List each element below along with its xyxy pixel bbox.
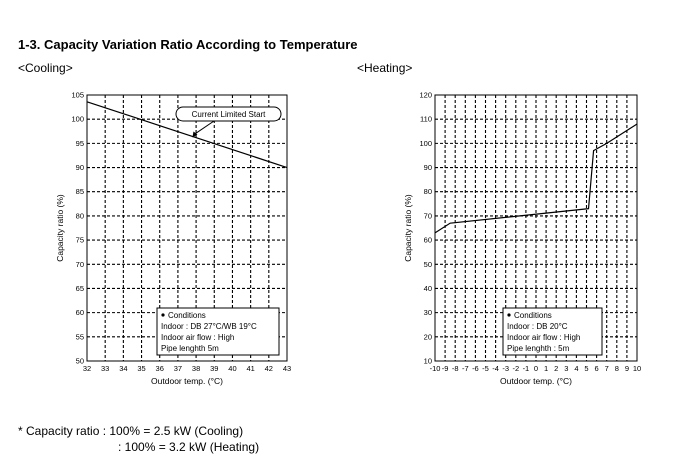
cooling-x-tick-label: 34 (119, 364, 127, 373)
cooling-y-tick-label: 85 (76, 187, 84, 196)
heating-conditions-box: Conditions Indoor : DB 20°C Indoor air flo… (502, 307, 603, 356)
heating-conditions-bullet (507, 313, 511, 317)
heating-x-tick-label: 10 (633, 364, 641, 373)
cooling-series-line (86, 101, 288, 169)
heating-x-tick-label: 8 (615, 364, 619, 373)
cooling-y-tick-label: 70 (76, 260, 84, 269)
heating-x-tick-label: 3 (564, 364, 568, 373)
heating-x-tick-label: -4 (492, 364, 499, 373)
heating-conditions-frame (502, 307, 603, 356)
cooling-x-tick-label: 42 (265, 364, 273, 373)
cooling-annotation-arrowhead (192, 131, 198, 138)
cooling-x-tick-label: 35 (137, 364, 145, 373)
cooling-conditions-line: Indoor air flow : High (161, 333, 234, 342)
cooling-x-tick-label: 40 (228, 364, 236, 373)
heating-conditions-line: Indoor : DB 20°C (507, 322, 568, 331)
cooling-x-tick-label: 38 (192, 364, 200, 373)
heating-chart-label: <Heating> (357, 61, 413, 75)
cooling-y-tick-label: 50 (76, 357, 84, 366)
cooling-x-tick-label: 37 (174, 364, 182, 373)
cooling-y-tick-label: 105 (71, 91, 84, 100)
cooling-annotation-bubble (175, 106, 282, 122)
cooling-x-tick-label: 36 (156, 364, 164, 373)
cooling-conditions-frame (156, 307, 280, 356)
cooling-conditions-title: Conditions (168, 311, 206, 320)
heating-y-axis-label: Capacity ratio (%) (403, 194, 413, 262)
heating-x-tick-label: -1 (523, 364, 530, 373)
heating-y-tick-label: 110 (420, 115, 432, 124)
heating-x-tick-label: 1 (544, 364, 548, 373)
cooling-x-axis-label: Outdoor temp. (°C) (151, 376, 223, 386)
heating-x-tick-label: -2 (512, 364, 519, 373)
heating-x-axis-label: Outdoor temp. (°C) (500, 376, 572, 386)
heating-x-tick-label: 4 (574, 364, 578, 373)
heating-x-tick-label: 0 (534, 364, 538, 373)
heating-y-tick-label: 20 (424, 332, 432, 341)
heating-x-tick-label: -9 (442, 364, 449, 373)
heating-x-tick-label: -10 (430, 364, 441, 373)
cooling-plot-frame (86, 94, 288, 362)
cooling-y-tick-label: 55 (76, 332, 84, 341)
heating-x-tick-label: -6 (472, 364, 479, 373)
heating-y-tick-label: 40 (424, 284, 432, 293)
cooling-y-tick-label: 60 (76, 308, 84, 317)
heating-x-tick-label: -5 (482, 364, 489, 373)
heating-conditions-line: Pipe lenghth : 5m (507, 344, 570, 353)
heating-x-tick-label: 7 (605, 364, 609, 373)
heating-y-tick-label: 10 (424, 357, 432, 366)
heating-y-tick-label: 90 (424, 163, 432, 172)
cooling-x-tick-label: 33 (101, 364, 109, 373)
heating-conditions-line: Indoor air flow : High (507, 333, 580, 342)
heating-x-tick-label: -7 (462, 364, 469, 373)
heating-x-tick-label: 5 (584, 364, 588, 373)
heating-x-tick-label: 9 (625, 364, 629, 373)
cooling-y-tick-label: 95 (76, 139, 84, 148)
cooling-y-tick-label: 90 (76, 163, 84, 172)
section-title: 1-3. Capacity Variation Ratio According … (18, 37, 358, 52)
heating-y-tick-label: 120 (419, 91, 432, 100)
cooling-conditions-bullet (161, 313, 165, 317)
cooling-conditions-line: Pipe lenghth 5m (161, 344, 219, 353)
cooling-y-tick-label: 75 (76, 236, 84, 245)
cooling-chart: 32 33 34 35 36 37 38 39 40 41 42 43 50 55 60 65 70 75 80 85… (55, 91, 291, 387)
heating-x-tick-label: 2 (554, 364, 558, 373)
footnote-heating: : 100% = 3.2 kW (Heating) (118, 440, 260, 454)
heating-x-tick-label: 6 (595, 364, 599, 373)
heating-chart: -10 -9 -8 -7 -6 -5 -4 -3 -2 -1 0 1 2 3 4 5 6 7 8 9 101020304… (403, 91, 641, 387)
cooling-x-tick-label: 43 (283, 364, 291, 373)
cooling-y-tick-label: 80 (76, 211, 84, 220)
heating-y-tick-label: 50 (424, 260, 432, 269)
cooling-x-tick-label: 41 (246, 364, 254, 373)
heating-y-tick-label: 70 (424, 211, 432, 220)
cooling-annotation-text: Current Limited Start (192, 110, 267, 119)
cooling-chart-label: <Cooling> (18, 61, 73, 75)
heating-y-tick-label: 80 (424, 187, 432, 196)
cooling-conditions-box: Conditions Indoor : DB 27°C/WB 19°C Indoor… (156, 307, 280, 356)
cooling-annotation-leader (195, 120, 215, 134)
cooling-x-tick-label: 39 (210, 364, 218, 373)
heating-y-tick-label: 100 (419, 139, 432, 148)
cooling-y-tick-label: 100 (71, 115, 84, 124)
heating-y-tick-label: 60 (424, 236, 432, 245)
heating-conditions-title: Conditions (514, 311, 552, 320)
heating-y-tick-label: 30 (424, 308, 432, 317)
cooling-x-tick-label: 32 (83, 364, 91, 373)
heating-series-line (434, 123, 638, 234)
heating-x-tick-label: -3 (502, 364, 509, 373)
heating-plot-frame (434, 94, 638, 362)
heating-x-tick-label: -8 (452, 364, 459, 373)
cooling-y-axis-label: Capacity ratio (%) (55, 194, 65, 262)
cooling-y-tick-label: 65 (76, 284, 84, 293)
footnote-cooling: * Capacity ratio : 100% = 2.5 kW (Coolin… (18, 424, 244, 438)
cooling-conditions-line: Indoor : DB 27°C/WB 19°C (161, 322, 257, 331)
